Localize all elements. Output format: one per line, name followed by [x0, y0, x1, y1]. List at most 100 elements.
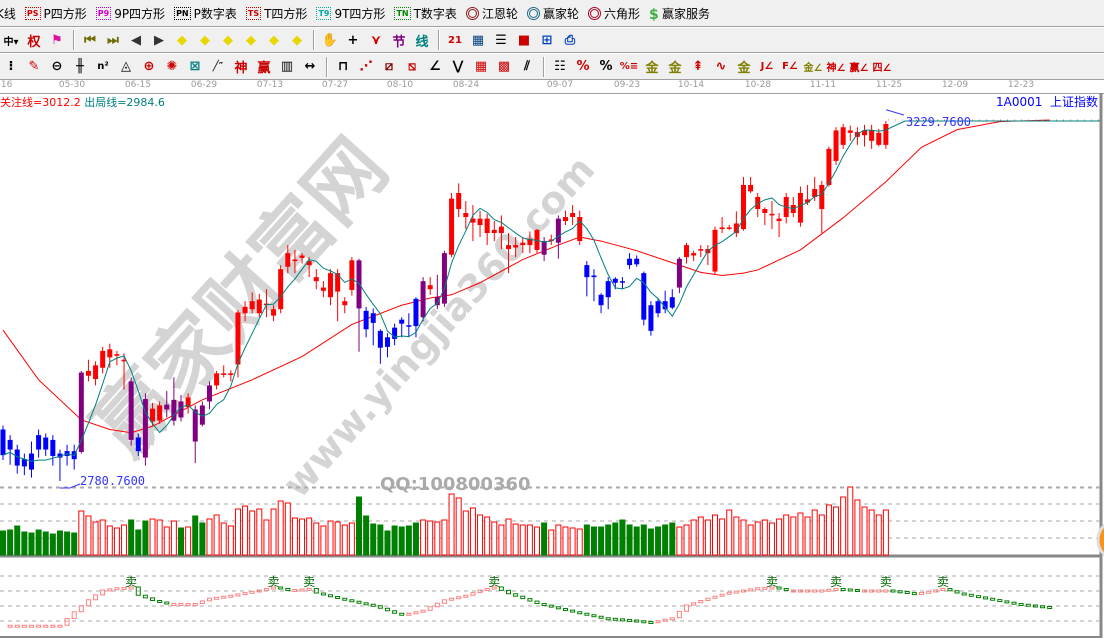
last-icon[interactable]: ⏭	[107, 32, 119, 48]
indicator-bar	[826, 588, 832, 592]
zoom-dropdown[interactable]: 中▾	[3, 36, 19, 48]
gold-angle-icon[interactable]: 金∠	[803, 63, 823, 74]
angle-icon[interactable]: ∠	[429, 59, 441, 74]
menu-item-6[interactable]: TN T数字表	[394, 5, 457, 22]
ticks-icon[interactable]: ╱″	[212, 61, 224, 72]
rights-button[interactable]: 权	[27, 34, 41, 50]
menu-item-9[interactable]: 六角形	[587, 5, 640, 22]
volume-bar	[811, 509, 818, 556]
candle-body	[214, 373, 220, 386]
date-tick: 11-25	[875, 80, 903, 90]
sell-signal-label: 卖	[766, 575, 778, 589]
move-right-icon[interactable]: ◆	[200, 32, 210, 48]
box-icon[interactable]: ⊓	[337, 59, 349, 74]
indicator-bar	[491, 586, 497, 590]
square-web-icon[interactable]: ⊠	[189, 59, 201, 74]
expand-all-icon[interactable]: ◆	[269, 32, 279, 48]
percent-lines-icon[interactable]: %≡	[619, 61, 639, 72]
indicator-bar	[470, 592, 476, 596]
pen-tool-icon[interactable]: ✎	[28, 59, 40, 74]
gold-box-icon[interactable]: 金	[737, 61, 751, 76]
menu-item-8[interactable]: 赢家轮	[526, 5, 579, 22]
volume-bar	[590, 526, 597, 556]
menu-item-5[interactable]: T9 9T四方形	[316, 5, 385, 22]
expand-v-icon[interactable]: ◆	[292, 32, 302, 48]
candle	[157, 401, 163, 424]
god-angle-icon[interactable]: 神∠	[826, 63, 846, 74]
candle-body	[178, 401, 184, 418]
calendar-icon[interactable]: 21	[448, 34, 462, 46]
printer-icon[interactable]: ⎙	[564, 32, 576, 48]
rocket-icon[interactable]: ⇞	[692, 59, 704, 74]
candle	[641, 271, 647, 326]
j-angle-icon[interactable]: J∠	[760, 61, 774, 72]
candle	[313, 269, 319, 290]
calculator-icon[interactable]: ▦	[471, 32, 485, 48]
first-icon[interactable]: ⏮	[84, 32, 96, 48]
gann-fan-icon[interactable]: ⧅	[407, 59, 417, 74]
menu-item-4[interactable]: TS T四方形	[245, 5, 307, 22]
win-angle-icon[interactable]: 赢∠	[849, 63, 869, 74]
candle-body	[221, 373, 227, 375]
percent-curve-icon[interactable]: %	[576, 59, 590, 74]
candle-body	[299, 255, 305, 258]
gold-lines-icon[interactable]: 金	[668, 61, 682, 76]
flag-icon[interactable]: ⚑	[51, 32, 63, 48]
floating-service-button[interactable]	[1096, 520, 1104, 560]
triangle-icon[interactable]: ◬	[121, 59, 131, 74]
hand-icon[interactable]: ✋	[321, 32, 339, 48]
n-squared-icon[interactable]: n²	[97, 61, 109, 72]
crosshair-icon[interactable]: +	[347, 32, 359, 48]
indicator-bar	[1018, 603, 1024, 606]
next-icon[interactable]: ▶	[154, 32, 164, 48]
indicator-bar	[612, 617, 618, 621]
menu-item-2[interactable]: P9 9P四方形	[95, 5, 165, 22]
date-tick: 06-15	[124, 80, 152, 90]
candle-body	[50, 439, 56, 456]
pin-icon[interactable]: ⁝	[8, 59, 14, 74]
candle-body	[812, 188, 818, 197]
menu-item-1[interactable]: PS P四方形	[24, 5, 87, 22]
ruler-icon[interactable]: ▥	[280, 59, 294, 74]
target-icon[interactable]: ⊕	[143, 59, 155, 74]
web-icon[interactable]: ✺	[166, 59, 178, 74]
line-icon[interactable]: 线	[415, 34, 429, 50]
save-icon[interactable]: ■	[517, 32, 531, 48]
god-icon[interactable]: 神	[234, 61, 248, 76]
candle-body	[434, 297, 440, 306]
line-tool-icon[interactable]: ⋎	[370, 32, 382, 48]
menu-item-0[interactable]: K线	[0, 5, 16, 22]
grid2-icon[interactable]: ▩	[497, 59, 511, 74]
network-icon[interactable]: ⊞	[541, 32, 553, 48]
menu-item-10[interactable]: $ 赢家服务	[649, 5, 710, 23]
percent-icon[interactable]: %	[599, 59, 613, 74]
win-icon[interactable]: 赢	[257, 61, 271, 76]
candle-body	[192, 409, 198, 442]
four-angle-icon[interactable]: 四∠	[872, 63, 892, 74]
notepad-icon[interactable]: ☰	[495, 32, 507, 48]
prev-icon[interactable]: ◀	[131, 32, 141, 48]
menu-item-3[interactable]: PN P数字表	[174, 5, 237, 22]
candle-body	[648, 305, 654, 331]
expand-h-icon[interactable]: ◆	[223, 32, 233, 48]
parallel-icon[interactable]: ⫽	[524, 59, 530, 74]
sine-icon[interactable]: ∿	[715, 59, 727, 74]
circle-ruler-icon[interactable]: ⊖	[51, 59, 63, 74]
f-angle-icon[interactable]: F∠	[782, 61, 798, 72]
move-left-icon[interactable]: ◆	[177, 32, 187, 48]
width-icon[interactable]: ↔	[304, 59, 316, 74]
menu-item-7[interactable]: 江恩轮	[465, 5, 518, 22]
shrink-h-icon[interactable]: ◆	[246, 32, 256, 48]
fan-icon[interactable]: ⋰	[359, 59, 373, 74]
gann-box-icon[interactable]: ⧄	[384, 59, 394, 74]
candle-body	[271, 309, 277, 316]
period-lines-icon[interactable]: ╫	[76, 59, 84, 74]
node-icon[interactable]: 节	[392, 34, 406, 50]
table-icon[interactable]: ☷	[554, 59, 566, 74]
volume-bar	[690, 519, 697, 556]
candle	[256, 293, 262, 318]
wave-icon[interactable]: ⋁	[452, 59, 464, 74]
grid-icon[interactable]: ▦	[474, 59, 488, 74]
gold-circle-icon[interactable]: 金	[645, 61, 659, 76]
